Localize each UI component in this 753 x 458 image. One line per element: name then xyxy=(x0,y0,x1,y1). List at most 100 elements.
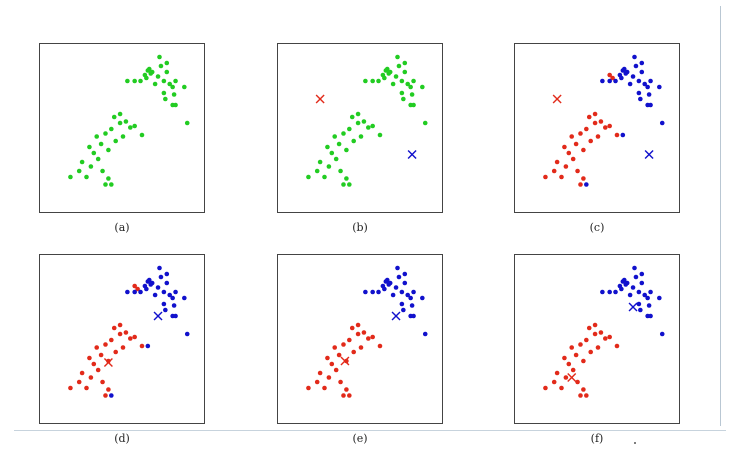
data-point-green-38 xyxy=(405,81,411,87)
data-point-green-19 xyxy=(106,176,111,181)
data-point-green-6 xyxy=(95,156,101,162)
data-point-blue-12 xyxy=(642,81,648,87)
data-point-green-33 xyxy=(390,81,396,87)
scatter-plot-c xyxy=(543,54,665,187)
data-point-red-25 xyxy=(377,343,383,349)
data-point-green-36 xyxy=(161,78,167,84)
data-point-red-7 xyxy=(573,352,579,358)
data-point-red-2 xyxy=(554,370,560,376)
data-point-red-14 xyxy=(123,330,129,335)
data-point-green-12 xyxy=(355,120,361,126)
data-point-red-11 xyxy=(113,349,118,355)
data-point-green-38 xyxy=(167,81,173,87)
data-point-blue-11 xyxy=(639,69,645,75)
data-point-red-6 xyxy=(95,367,101,373)
caption-a: (a) xyxy=(114,221,130,234)
data-point-blue-2 xyxy=(138,289,143,295)
data-point-green-23 xyxy=(355,111,361,117)
data-point-green-6 xyxy=(333,156,339,162)
data-point-blue-25 xyxy=(173,313,178,319)
data-point-blue-15 xyxy=(401,307,406,313)
panel-c xyxy=(514,43,680,213)
caption-e: (e) xyxy=(352,432,368,445)
data-point-blue-7 xyxy=(152,292,158,298)
data-point-blue-24 xyxy=(659,120,665,126)
data-point-blue-19 xyxy=(646,303,652,308)
data-point-green-7 xyxy=(336,141,342,147)
data-point-red-19 xyxy=(581,176,586,181)
caption-d: (d) xyxy=(114,432,130,445)
data-point-blue-24 xyxy=(422,331,428,337)
data-point-blue-11 xyxy=(402,280,408,286)
data-point-red-15 xyxy=(366,336,371,341)
data-point-blue-11 xyxy=(639,280,645,286)
data-point-red-25 xyxy=(614,343,620,349)
data-point-blue-19 xyxy=(646,92,652,97)
data-point-green-25 xyxy=(377,132,383,138)
data-point-green-50 xyxy=(184,120,190,126)
data-point-blue-25 xyxy=(648,313,653,319)
scatter-plot-b xyxy=(306,54,428,187)
data-point-green-49 xyxy=(386,71,392,76)
data-point-red-15 xyxy=(128,336,133,341)
data-point-red-7 xyxy=(98,352,104,358)
data-point-blue-17 xyxy=(161,301,167,307)
data-point-blue-23 xyxy=(386,282,392,287)
data-point-red-12 xyxy=(592,120,598,126)
horizontal-divider xyxy=(14,430,726,431)
data-point-red-18 xyxy=(338,379,343,385)
data-point-red-26 xyxy=(610,75,615,81)
data-point-green-17 xyxy=(94,134,100,139)
data-point-red-5 xyxy=(566,361,572,367)
data-point-red-25 xyxy=(607,72,612,78)
data-point-red-20 xyxy=(578,393,583,398)
data-point-red-17 xyxy=(569,345,575,350)
panel-b xyxy=(277,43,443,213)
data-point-blue-22 xyxy=(620,68,626,73)
data-point-red-20 xyxy=(103,393,108,398)
data-point-green-11 xyxy=(113,138,118,144)
data-point-red-15 xyxy=(603,125,608,130)
data-point-red-5 xyxy=(566,150,572,156)
centroid-blue-marker xyxy=(628,302,638,312)
data-point-green-10 xyxy=(347,126,352,132)
data-point-green-44 xyxy=(182,84,187,90)
data-point-green-51 xyxy=(173,102,178,108)
data-point-green-26 xyxy=(125,78,130,84)
data-point-blue-20 xyxy=(632,54,637,60)
data-point-blue-18 xyxy=(657,295,662,301)
data-point-red-6 xyxy=(570,156,576,162)
data-point-blue-14 xyxy=(648,289,653,295)
data-point-blue-20 xyxy=(157,265,162,271)
data-point-green-0 xyxy=(306,174,311,180)
data-point-red-18 xyxy=(575,379,580,385)
data-point-blue-2 xyxy=(376,289,381,295)
data-point-green-8 xyxy=(103,131,108,136)
data-point-red-1 xyxy=(314,379,320,385)
data-point-blue-13 xyxy=(408,295,413,301)
data-point-red-3 xyxy=(559,174,564,180)
data-point-blue-1 xyxy=(607,289,612,295)
data-point-blue-17 xyxy=(399,301,405,307)
data-point-green-50 xyxy=(422,120,428,126)
data-point-red-12 xyxy=(592,331,598,337)
data-point-red-1 xyxy=(551,379,557,385)
data-point-green-17 xyxy=(332,134,338,139)
data-point-red-8 xyxy=(341,342,346,347)
data-point-red-17 xyxy=(94,345,100,350)
data-point-red-0 xyxy=(306,385,311,391)
data-point-green-26 xyxy=(363,78,368,84)
data-point-red-6 xyxy=(570,367,576,373)
data-point-blue-11 xyxy=(164,280,170,286)
data-point-red-18 xyxy=(575,168,580,174)
data-point-green-40 xyxy=(173,78,178,84)
data-point-green-39 xyxy=(170,84,175,90)
data-point-blue-24 xyxy=(184,331,190,337)
data-point-red-19 xyxy=(581,387,586,392)
data-point-blue-14 xyxy=(648,78,653,84)
data-point-red-22 xyxy=(592,111,598,117)
data-point-red-22 xyxy=(562,355,567,361)
data-point-blue-10 xyxy=(636,289,642,295)
data-point-red-21 xyxy=(562,144,567,150)
